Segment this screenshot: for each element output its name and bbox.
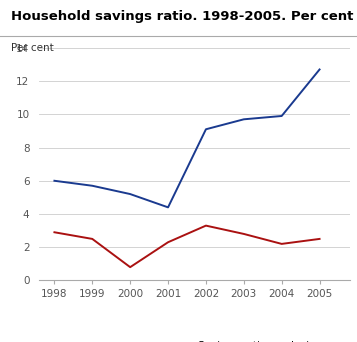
Text: Household savings ratio. 1998-2005. Per cent: Household savings ratio. 1998-2005. Per … [11, 10, 353, 23]
Legend: Savings ratio, Savings ratio, exclusive
of dividends: Savings ratio, Savings ratio, exclusive … [63, 337, 326, 342]
Text: Per cent: Per cent [11, 43, 54, 53]
